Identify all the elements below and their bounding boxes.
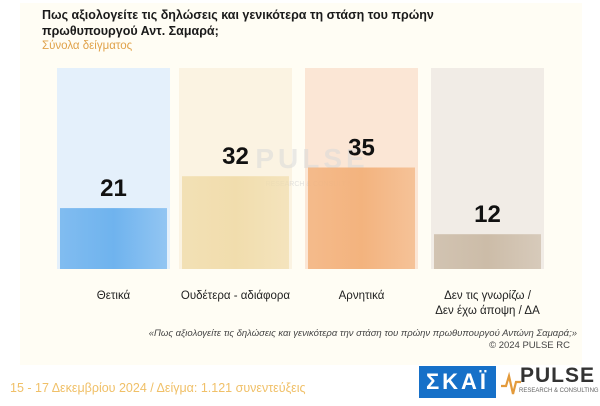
category-label: Δεν τις γνωρίζω / [444, 290, 532, 302]
chart-subtitle: Σύνολα δείγματος [42, 40, 133, 52]
pulse-logo-subtext: RESEARCH & CONSULTING [519, 388, 599, 394]
copyright-note: © 2024 PULSE RC [489, 340, 570, 351]
bar [434, 234, 541, 269]
pulse-logo-text: PULSE [520, 364, 596, 387]
question-footnote: «Πως αξιολογείτε τις δηλώσεις και γενικό… [148, 328, 577, 339]
pulse-wave-icon [501, 371, 521, 395]
chart-title: Πως αξιολογείτε τις δηλώσεις και γενικότ… [42, 8, 434, 38]
skai-logo: ΣΚΑΪ [419, 366, 496, 398]
pulse-logo: PULSE RESEARCH & CONSULTING [500, 364, 599, 402]
bar-value-label: 12 [474, 201, 501, 228]
bar [182, 176, 289, 269]
bar-value-label: 32 [222, 143, 249, 170]
bar-value-label: 21 [100, 175, 127, 202]
category-label: Δεν έχω άποψη / ΔΑ [435, 305, 540, 317]
category-label: Ουδέτερα - αδιάφορα [181, 290, 290, 302]
bar [308, 167, 415, 269]
category-label: Αρνητικά [339, 290, 385, 302]
survey-dates-sample: 15 - 17 Δεκεμβρίου 2024 / Δείγμα: 1.121 … [10, 381, 306, 395]
bar-value-label: 35 [348, 135, 375, 162]
bar [60, 208, 167, 269]
category-label: Θετικά [97, 290, 131, 302]
